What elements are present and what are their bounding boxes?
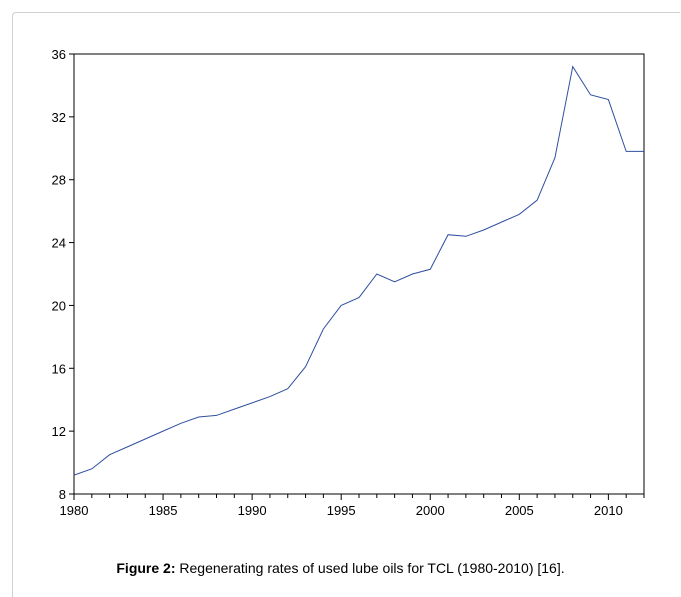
x-tick-label: 1995: [327, 503, 356, 518]
x-tick-label: 1985: [149, 503, 178, 518]
series-line: [73, 65, 644, 476]
y-tick-label: 36: [52, 47, 66, 62]
x-tick-label: 2005: [505, 503, 534, 518]
x-tick-label: 2010: [594, 503, 623, 518]
y-tick-label: 24: [52, 236, 66, 251]
y-tick-label: 32: [52, 110, 66, 125]
caption-label: Figure 2:: [116, 560, 176, 576]
x-tick-label: 1990: [238, 503, 267, 518]
y-tick-label: 20: [52, 298, 66, 313]
y-tick-label: 28: [52, 173, 66, 188]
caption-text: Regenerating rates of used lube oils for…: [175, 560, 565, 576]
x-tick-label: 2000: [416, 503, 445, 518]
x-tick-label: 1980: [60, 503, 89, 518]
figure-caption: Figure 2: Regenerating rates of used lub…: [0, 560, 681, 576]
y-tick-label: 12: [52, 424, 66, 439]
x-axis: 1980 1985 1990 1995 2000 2005 2010: [60, 494, 645, 518]
plot-area: [73, 53, 645, 495]
figure-frame: [12, 12, 680, 597]
line-chart: 8 12 16 20 24 28 32 36 1980 1985 1990 1995 2000 2005…: [52, 47, 645, 518]
y-axis: 8 12 16 20 24 28 32 36: [52, 47, 74, 502]
y-tick-label: 16: [52, 361, 66, 376]
y-tick-label: 8: [59, 487, 66, 502]
